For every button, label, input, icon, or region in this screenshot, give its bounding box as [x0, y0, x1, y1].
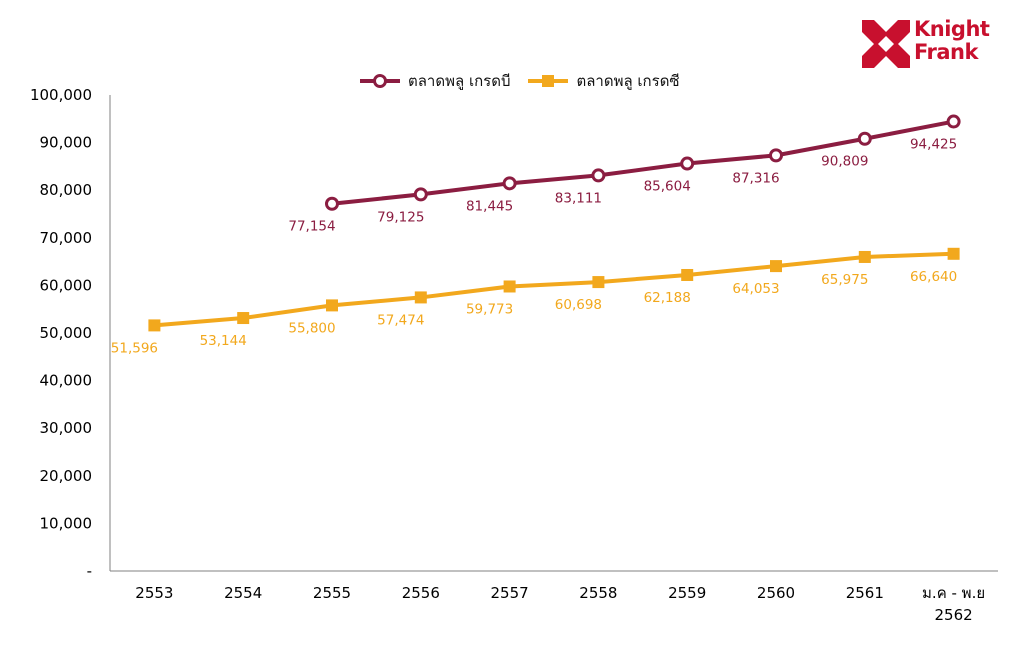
series-line-2: [154, 251, 954, 328]
data-point: [857, 131, 872, 146]
data-point: [326, 299, 338, 312]
y-tick-label: 80,000: [40, 181, 93, 199]
data-label: 66,640: [910, 269, 957, 285]
data-point: [413, 187, 428, 202]
data-label: 87,316: [732, 170, 779, 186]
x-tick-label: 2553: [135, 584, 173, 602]
logo-wordmark: Knight Frank: [914, 17, 990, 64]
y-tick-label: 90,000: [40, 134, 93, 152]
data-label: 59,773: [466, 301, 513, 317]
data-point: [414, 291, 427, 304]
legend: ตลาดพลู เกรดบี ตลาดพลู เกรดซี: [360, 70, 698, 92]
data-point: [591, 168, 606, 183]
data-point: [769, 148, 783, 163]
data-label: 53,144: [200, 333, 247, 349]
legend-item-grade-b: ตลาดพลู เกรดบี: [360, 69, 510, 93]
x-tick-label: 2557: [491, 584, 529, 602]
data-label: 90,809: [821, 154, 868, 170]
y-tick-label: -: [87, 562, 92, 580]
series-line-1: [331, 119, 954, 206]
legend-label-grade-c: ตลาดพลู เกรดซี: [576, 72, 680, 90]
data-label: 51,596: [111, 340, 158, 356]
data-point: [947, 247, 960, 260]
y-tick-label: 40,000: [40, 372, 93, 390]
legend-marker-square: [528, 75, 569, 87]
data-point: [946, 114, 961, 129]
legend-label-grade-b: ตลาดพลู เกรดบี: [408, 72, 511, 90]
data-label: 64,053: [732, 281, 779, 297]
data-label: 57,474: [377, 312, 424, 328]
x-tick-label: 2559: [668, 584, 706, 602]
data-label: 85,604: [644, 179, 691, 195]
data-point: [325, 196, 339, 211]
data-point: [858, 250, 871, 263]
data-label: 62,188: [644, 290, 691, 306]
data-label: 81,445: [466, 198, 513, 214]
data-point: [770, 260, 782, 273]
data-label: 83,111: [555, 190, 602, 206]
data-point: [148, 319, 161, 332]
x-tick-label: 2561: [846, 584, 884, 602]
data-point: [503, 280, 516, 293]
y-tick-label: 70,000: [40, 229, 93, 247]
legend-marker-circle: [360, 74, 400, 88]
x-tick-label: 2554: [224, 584, 262, 602]
legend-item-grade-c: ตลาดพลู เกรดซี: [528, 69, 680, 93]
data-label: 55,800: [288, 320, 335, 336]
data-point: [592, 276, 605, 289]
y-tick-label: 10,000: [40, 514, 93, 532]
y-tick-label: 30,000: [40, 419, 93, 437]
y-tick-label: 100,000: [30, 86, 92, 104]
data-point: [237, 312, 250, 325]
logo-text-line1: Knight: [914, 17, 990, 41]
y-tick-label: 50,000: [40, 324, 93, 342]
y-tick-label: 60,000: [40, 276, 93, 294]
x-tick-label: ม.ค - พ.ย 2562: [922, 584, 985, 624]
data-point: [502, 176, 517, 191]
x-tick-label: 2555: [313, 584, 351, 602]
x-tick-label: 2556: [402, 584, 440, 602]
x-tick-label: 2558: [579, 584, 617, 602]
y-tick-label: 20,000: [40, 467, 93, 485]
data-point: [680, 156, 695, 171]
x-tick-label: 2560: [757, 584, 795, 602]
data-point: [681, 268, 694, 281]
data-label: 94,425: [910, 137, 957, 153]
logo-text-line2: Frank: [914, 40, 978, 64]
data-label: 65,975: [821, 272, 868, 288]
logo-diamond-icon: [862, 20, 910, 68]
data-label: 79,125: [377, 209, 424, 225]
data-label: 60,698: [555, 297, 602, 313]
knight-frank-logo: Knight Frank: [862, 18, 1002, 70]
data-label: 77,154: [288, 219, 335, 235]
